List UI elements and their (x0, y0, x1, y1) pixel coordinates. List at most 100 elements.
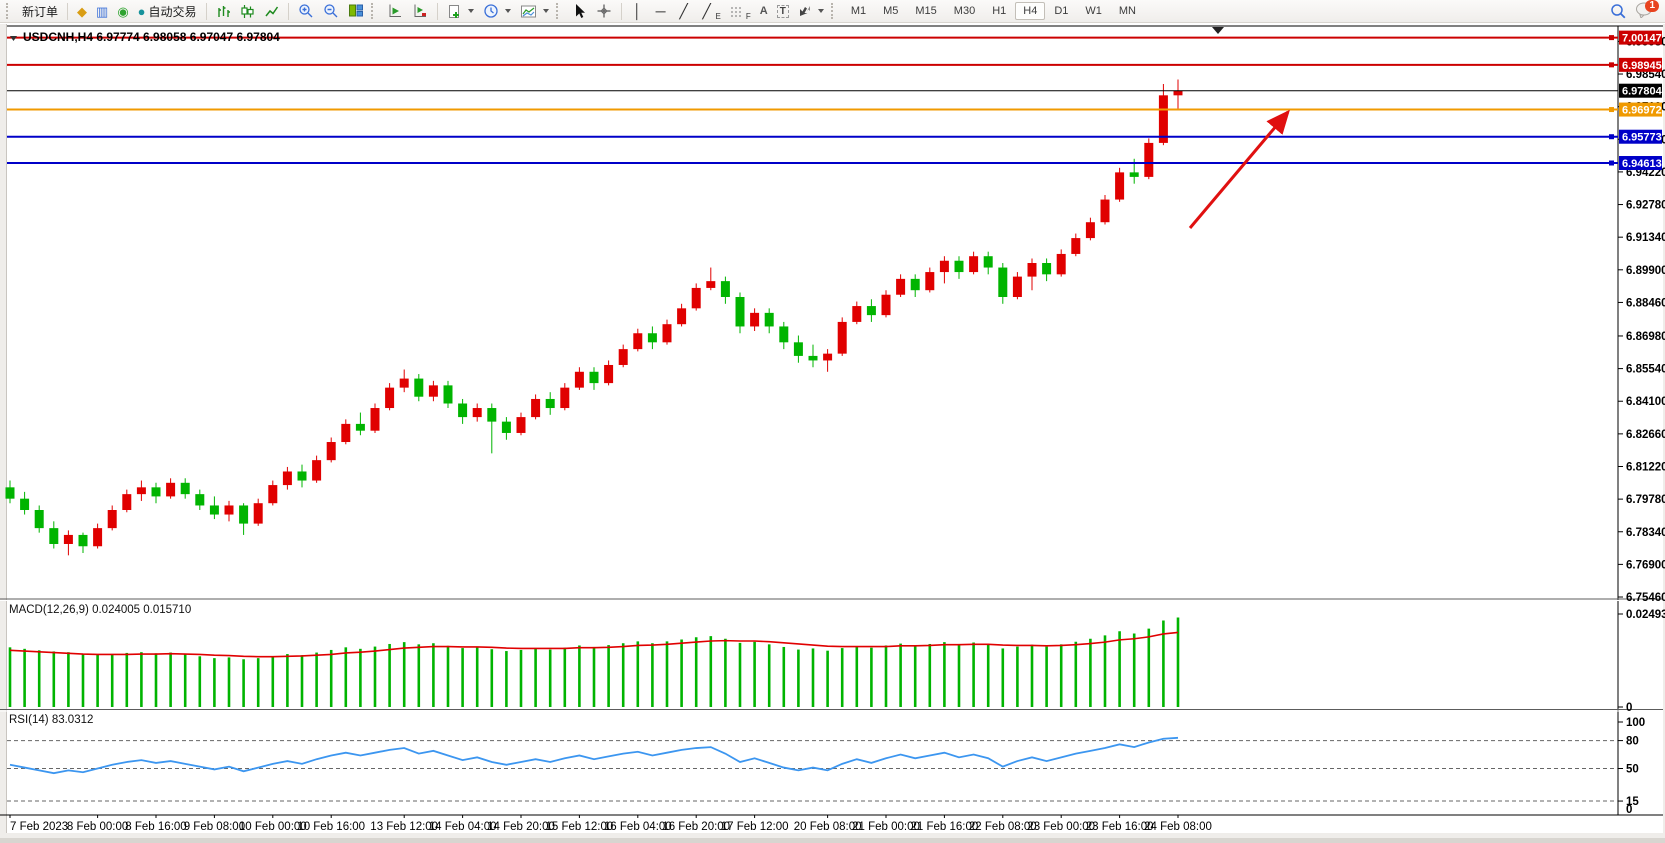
window-left-edge (0, 24, 6, 838)
svg-text:6.85540: 6.85540 (1626, 364, 1665, 376)
candlestick-chart-button[interactable] (236, 1, 259, 21)
candle-body (487, 408, 497, 422)
candle-body (78, 534, 88, 547)
time-label: 15 Feb 12:00 (546, 821, 614, 833)
svg-text:0: 0 (1626, 804, 1632, 816)
toolbar-separator (287, 2, 289, 20)
timeframe-M1[interactable]: M1 (843, 2, 874, 20)
chart-canvas: 6.999806.985406.971006.956606.942206.927… (0, 24, 1665, 838)
zoom-out-icon (323, 4, 338, 18)
text-tool-button[interactable]: A (756, 1, 772, 21)
toolbar-drag-handle[interactable] (830, 3, 838, 19)
chart-shift-marker[interactable] (1212, 27, 1224, 34)
candle-body (750, 312, 760, 327)
period-button[interactable] (479, 1, 515, 21)
candle-body (385, 387, 395, 409)
toolbar: 新订单 ◆ ▥ ◉ ● 自动交易 (0, 0, 1665, 23)
candle-body (414, 378, 424, 397)
candle-body (998, 267, 1008, 297)
search-icon[interactable] (1610, 3, 1627, 20)
template-button[interactable] (516, 1, 553, 21)
indicator-window-button[interactable] (408, 1, 432, 21)
autotrading-button[interactable]: ● 自动交易 (134, 1, 201, 21)
bar-chart-icon (217, 5, 230, 17)
candle-body (837, 321, 847, 354)
timeframe-bar: M1 M5 M15 M30 H1 H4 D1 W1 MN (843, 2, 1144, 20)
candle-body (531, 398, 541, 418)
zoom-out-button[interactable] (319, 1, 343, 21)
candle-body (735, 296, 745, 327)
candle-body (1100, 199, 1110, 223)
timeframe-W1[interactable]: W1 (1077, 2, 1110, 20)
candle-body (1012, 276, 1022, 297)
time-label: 14 Feb 20:00 (487, 821, 555, 833)
candle-body (720, 281, 730, 297)
vertical-line-button[interactable]: │ (627, 1, 649, 21)
market-watch-button[interactable]: ◆ (73, 1, 91, 21)
crosshair-icon (597, 4, 611, 18)
chat-button[interactable]: 1 (1635, 0, 1659, 20)
ohlc-toggle-icon[interactable] (10, 36, 17, 41)
timeframe-H4[interactable]: H4 (1015, 2, 1046, 20)
candle-body (20, 498, 30, 511)
cursor-button[interactable] (568, 1, 591, 21)
svg-text:6.92780: 6.92780 (1626, 200, 1665, 212)
candle-body (458, 403, 468, 418)
new-chart-button[interactable] (443, 1, 478, 21)
equidistant-channel-button[interactable]: ╱ E (696, 1, 725, 21)
candle-body (969, 256, 979, 273)
horizontal-line-button[interactable]: ─ (650, 1, 672, 21)
timeframe-M30[interactable]: M30 (946, 2, 983, 20)
timeframe-M15[interactable]: M15 (907, 2, 944, 20)
indicators-button[interactable] (383, 1, 407, 21)
line-chart-button[interactable] (260, 1, 283, 21)
time-label: 7 Feb 2023 (10, 821, 68, 833)
candle-body (1042, 263, 1052, 275)
equidistant-channel-icon: ╱ (702, 3, 711, 19)
trend-arrow-annotation[interactable] (1188, 109, 1290, 229)
vertical-line-icon: │ (633, 3, 642, 19)
line-anchor-square (1609, 107, 1614, 113)
candle-body (793, 342, 803, 356)
time-label: 8 Feb 16:00 (125, 821, 186, 833)
candlestick-chart-icon (240, 4, 254, 18)
line-anchor-square (1609, 160, 1614, 166)
candle-body (355, 423, 365, 431)
bar-chart-button[interactable] (212, 1, 235, 21)
new-order-button[interactable]: 新订单 (18, 1, 62, 21)
chart-window: 6.999806.985406.971006.956606.942206.927… (0, 24, 1665, 838)
fibonacci-button[interactable]: F (726, 1, 755, 21)
time-label: 16 Feb 04:00 (604, 821, 672, 833)
timeframe-D1[interactable]: D1 (1046, 2, 1076, 20)
candle-body (428, 385, 438, 397)
line-anchor-square (1609, 62, 1614, 68)
arrows-tool-button[interactable] (794, 1, 828, 21)
zoom-in-icon (298, 4, 313, 18)
candle-body (1056, 253, 1066, 275)
crosshair-button[interactable] (592, 1, 616, 21)
candle-body (370, 408, 380, 431)
svg-text:15: 15 (1626, 796, 1639, 808)
channel-letter: E (715, 12, 721, 21)
text-label-button[interactable]: T (773, 1, 793, 21)
candle-body (1173, 90, 1183, 96)
time-label: 9 Feb 08:00 (184, 821, 245, 833)
tile-windows-icon (348, 4, 363, 17)
candlestick-series (5, 79, 1183, 556)
signals-button[interactable]: ◉ (113, 1, 132, 21)
svg-text:6.91340: 6.91340 (1626, 232, 1665, 244)
tile-windows-button[interactable] (344, 1, 368, 21)
trendline-button[interactable]: ╱ (673, 1, 695, 21)
zoom-in-button[interactable] (294, 1, 318, 21)
data-window-icon: ▥ (96, 3, 109, 19)
timeframe-M5[interactable]: M5 (875, 2, 906, 20)
timeframe-H1[interactable]: H1 (984, 2, 1014, 20)
data-window-button[interactable]: ▥ (92, 1, 112, 21)
toolbar-drag-handle[interactable] (6, 3, 13, 19)
period-icon (483, 4, 498, 18)
toolbar-drag-handle[interactable] (555, 3, 563, 19)
time-label: 24 Feb 08:00 (1144, 821, 1212, 833)
toolbar-drag-handle[interactable] (370, 3, 378, 19)
candle-body (1144, 142, 1154, 177)
timeframe-MN[interactable]: MN (1111, 2, 1144, 20)
